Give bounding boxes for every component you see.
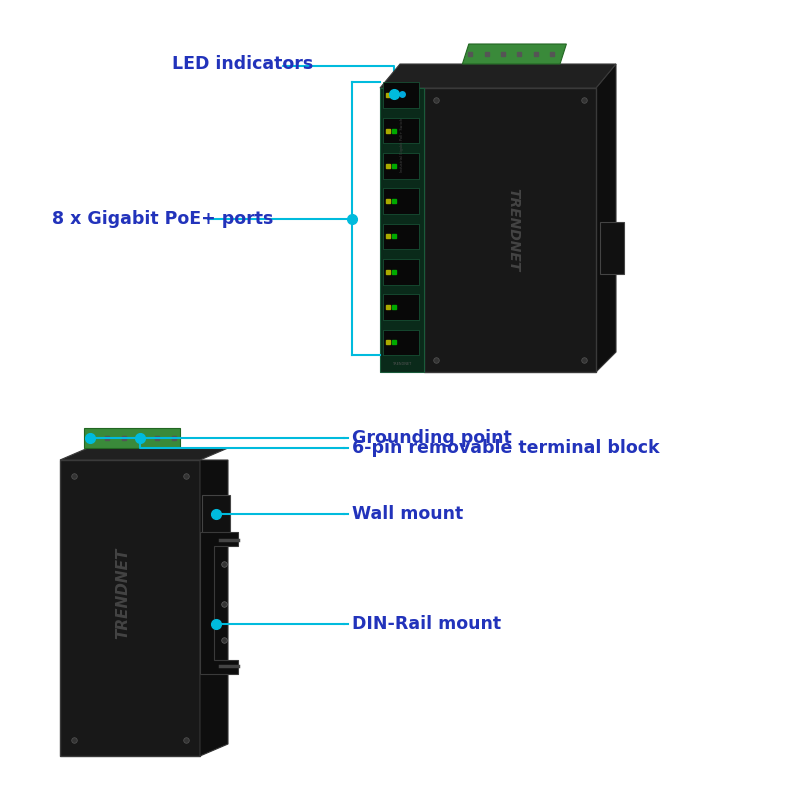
FancyBboxPatch shape bbox=[60, 460, 200, 756]
Text: 6-pin removable terminal block: 6-pin removable terminal block bbox=[352, 439, 659, 457]
FancyBboxPatch shape bbox=[383, 330, 419, 355]
FancyBboxPatch shape bbox=[84, 428, 180, 448]
FancyBboxPatch shape bbox=[383, 224, 419, 250]
Polygon shape bbox=[200, 460, 228, 756]
FancyBboxPatch shape bbox=[383, 118, 419, 143]
Polygon shape bbox=[596, 64, 616, 372]
Polygon shape bbox=[462, 44, 566, 64]
FancyBboxPatch shape bbox=[383, 294, 419, 320]
FancyBboxPatch shape bbox=[383, 188, 419, 214]
FancyBboxPatch shape bbox=[600, 222, 624, 274]
Text: TRENDNET: TRENDNET bbox=[115, 547, 130, 639]
Text: Grounding point: Grounding point bbox=[352, 429, 512, 446]
FancyBboxPatch shape bbox=[383, 153, 419, 178]
Text: TRENDNET: TRENDNET bbox=[506, 188, 521, 272]
Text: DIN-Rail mount: DIN-Rail mount bbox=[352, 615, 501, 633]
Text: TRENDNET: TRENDNET bbox=[392, 362, 412, 366]
Polygon shape bbox=[60, 448, 228, 460]
FancyBboxPatch shape bbox=[380, 88, 424, 372]
FancyBboxPatch shape bbox=[383, 82, 419, 108]
FancyBboxPatch shape bbox=[202, 495, 230, 534]
Text: Industrial Gigabit PoE+ Switch: Industrial Gigabit PoE+ Switch bbox=[400, 118, 404, 172]
FancyBboxPatch shape bbox=[383, 259, 419, 285]
Polygon shape bbox=[200, 532, 238, 674]
FancyBboxPatch shape bbox=[424, 88, 596, 372]
Text: 8 x Gigabit PoE+ ports: 8 x Gigabit PoE+ ports bbox=[52, 210, 274, 228]
Text: LED indicators: LED indicators bbox=[172, 55, 314, 73]
Text: Wall mount: Wall mount bbox=[352, 505, 463, 522]
Polygon shape bbox=[380, 64, 616, 88]
